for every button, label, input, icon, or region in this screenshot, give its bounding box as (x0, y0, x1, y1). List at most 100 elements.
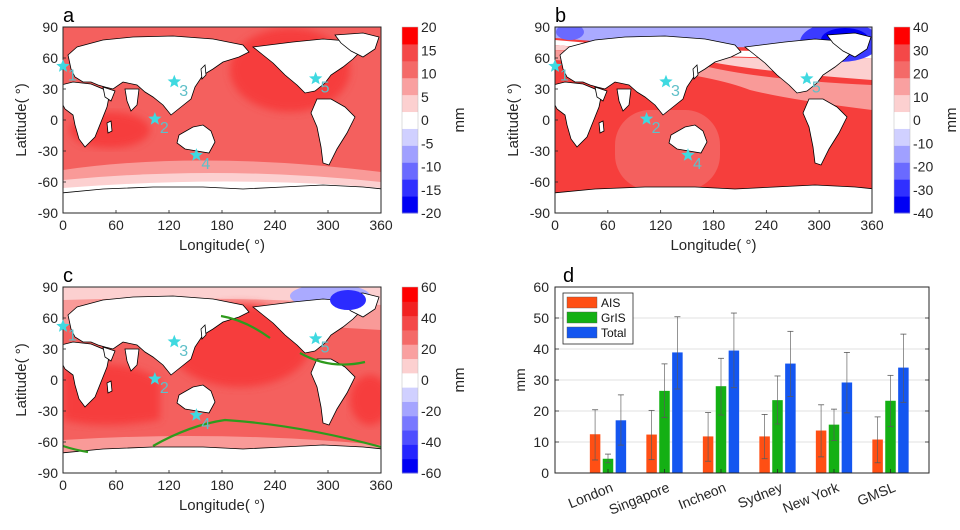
panel-d-bars (589, 312, 909, 473)
legend-label: Total (601, 326, 626, 340)
bar-total (672, 352, 683, 473)
panel-b: b 0 60 120 180 240 300 3609060300-30-60-90Long… (505, 5, 960, 254)
bar-total (728, 350, 740, 473)
panel-c-label: c (63, 265, 73, 287)
y-tick-label: 60 (533, 279, 549, 295)
station-star-icon (189, 148, 203, 161)
y-tick-label: -30 (530, 143, 550, 159)
colorbar-label: mm (451, 108, 468, 133)
colorbar-tick-label: 20 (421, 341, 437, 357)
panel-d-ylabel: mm (512, 368, 528, 391)
x-tick-label: 0 (59, 477, 67, 493)
y-tick-label: -90 (530, 205, 550, 221)
station-star-icon (56, 59, 70, 72)
colorbar-tick-label: -20 (421, 403, 441, 419)
colorbar-tick-label: 20 (421, 19, 437, 35)
colorbar-segment (894, 145, 910, 163)
y-tick-label: -30 (38, 403, 58, 419)
y-tick-label: 0 (542, 112, 550, 128)
panel-a: a 0 60 120 180 240 300 3609060300-30-60-90Long… (13, 5, 468, 254)
bar-gris (715, 386, 727, 473)
colorbar-label: mm (451, 368, 468, 393)
colorbar-tick-label: -10 (421, 159, 441, 175)
x-tick-label: 180 (210, 217, 234, 233)
bar-total (615, 420, 627, 473)
colorbar-tick-label: -15 (421, 182, 441, 198)
colorbar-segment (402, 458, 418, 474)
bar-total (841, 382, 853, 473)
x-tick-label: GMSL (855, 479, 898, 509)
x-tick-label: Sydney (735, 479, 784, 511)
y-tick-label: 30 (533, 372, 549, 388)
x-axis-label: Longitude( °) (179, 497, 265, 514)
colorbar-tick-label: -40 (913, 205, 933, 221)
y-tick-label: 90 (42, 19, 58, 35)
y-tick-label: 30 (42, 81, 58, 97)
station-label: 1 (560, 67, 569, 84)
colorbar-segment (894, 128, 910, 146)
y-tick-label: 10 (533, 434, 549, 450)
x-tick-label: 360 (860, 217, 884, 233)
colorbar-tick-label: 0 (421, 112, 429, 128)
panel-c-axes: 0 60 120 180 240 300 3609060300-30-60-90Longit… (13, 279, 393, 514)
y-tick-label: -90 (38, 205, 58, 221)
panel-a-label: a (63, 5, 75, 27)
x-tick-label: 360 (369, 217, 393, 233)
station-label: 5 (812, 80, 821, 97)
y-tick-label: -60 (530, 174, 550, 190)
legend-label: AIS (601, 296, 620, 310)
panel-b-map (555, 27, 872, 213)
y-tick-label: 50 (533, 310, 549, 326)
colorbar-segment (402, 415, 418, 431)
colorbar-tick-label: -60 (421, 465, 441, 481)
station-star-icon (167, 334, 181, 348)
station-label: 4 (201, 156, 210, 173)
colorbar-segment (894, 179, 910, 197)
colorbar-segment (402, 43, 418, 62)
x-tick-label: 300 (316, 477, 340, 493)
station-label: 3 (179, 83, 188, 100)
station-star-icon (56, 319, 70, 332)
y-tick-label: -90 (38, 465, 58, 481)
x-tick-label: 180 (210, 477, 234, 493)
colorbar-tick-label: 10 (913, 89, 929, 105)
y-tick-label: -60 (38, 174, 58, 190)
colorbar-segment (402, 430, 418, 445)
x-tick-label: 240 (755, 217, 779, 233)
colorbar-label: mm (943, 108, 960, 133)
colorbar-segment (894, 43, 910, 62)
colorbar-tick-label: 10 (421, 66, 437, 82)
x-tick-label: 120 (157, 477, 181, 493)
colorbar-tick-label: 30 (913, 42, 929, 58)
station-label: 1 (68, 327, 77, 344)
y-tick-label: -60 (38, 434, 58, 450)
colorbar-segment (894, 162, 910, 180)
panel-b-axes: 0 60 120 180 240 300 3609060300-30-60-90Longit… (505, 19, 884, 254)
station-star-icon (681, 148, 695, 161)
colorbar-border (401, 26, 419, 214)
colorbar-segment (894, 111, 910, 129)
station-star-icon (148, 372, 162, 385)
x-tick-label: 360 (369, 477, 393, 493)
colorbar-segment (402, 60, 418, 79)
colorbar-tick-label: 0 (913, 112, 921, 128)
x-tick-label: 240 (263, 217, 287, 233)
station-label: 1 (68, 67, 77, 84)
x-tick-label: 60 (108, 217, 124, 233)
panel-c-map (63, 287, 381, 473)
bar-gris (885, 400, 896, 473)
y-tick-label: -30 (38, 143, 58, 159)
y-tick-label: 90 (42, 279, 58, 295)
colorbar-segment (894, 77, 910, 96)
bar-total (785, 363, 796, 473)
colorbar-tick-label: 40 (913, 19, 929, 35)
colorbar-segment (402, 329, 418, 345)
colorbar-tick-label: -20 (913, 159, 933, 175)
station-star-icon (189, 408, 203, 421)
panel-c-colorbar: 60 40 20 0 -20 -40 -60 mm (401, 279, 468, 481)
colorbar-tick-label: -40 (421, 434, 441, 450)
x-tick-label: 0 (59, 217, 67, 233)
x-tick-label: 0 (551, 217, 559, 233)
legend-swatch-gris (566, 311, 598, 324)
x-tick-label: 240 (263, 477, 287, 493)
